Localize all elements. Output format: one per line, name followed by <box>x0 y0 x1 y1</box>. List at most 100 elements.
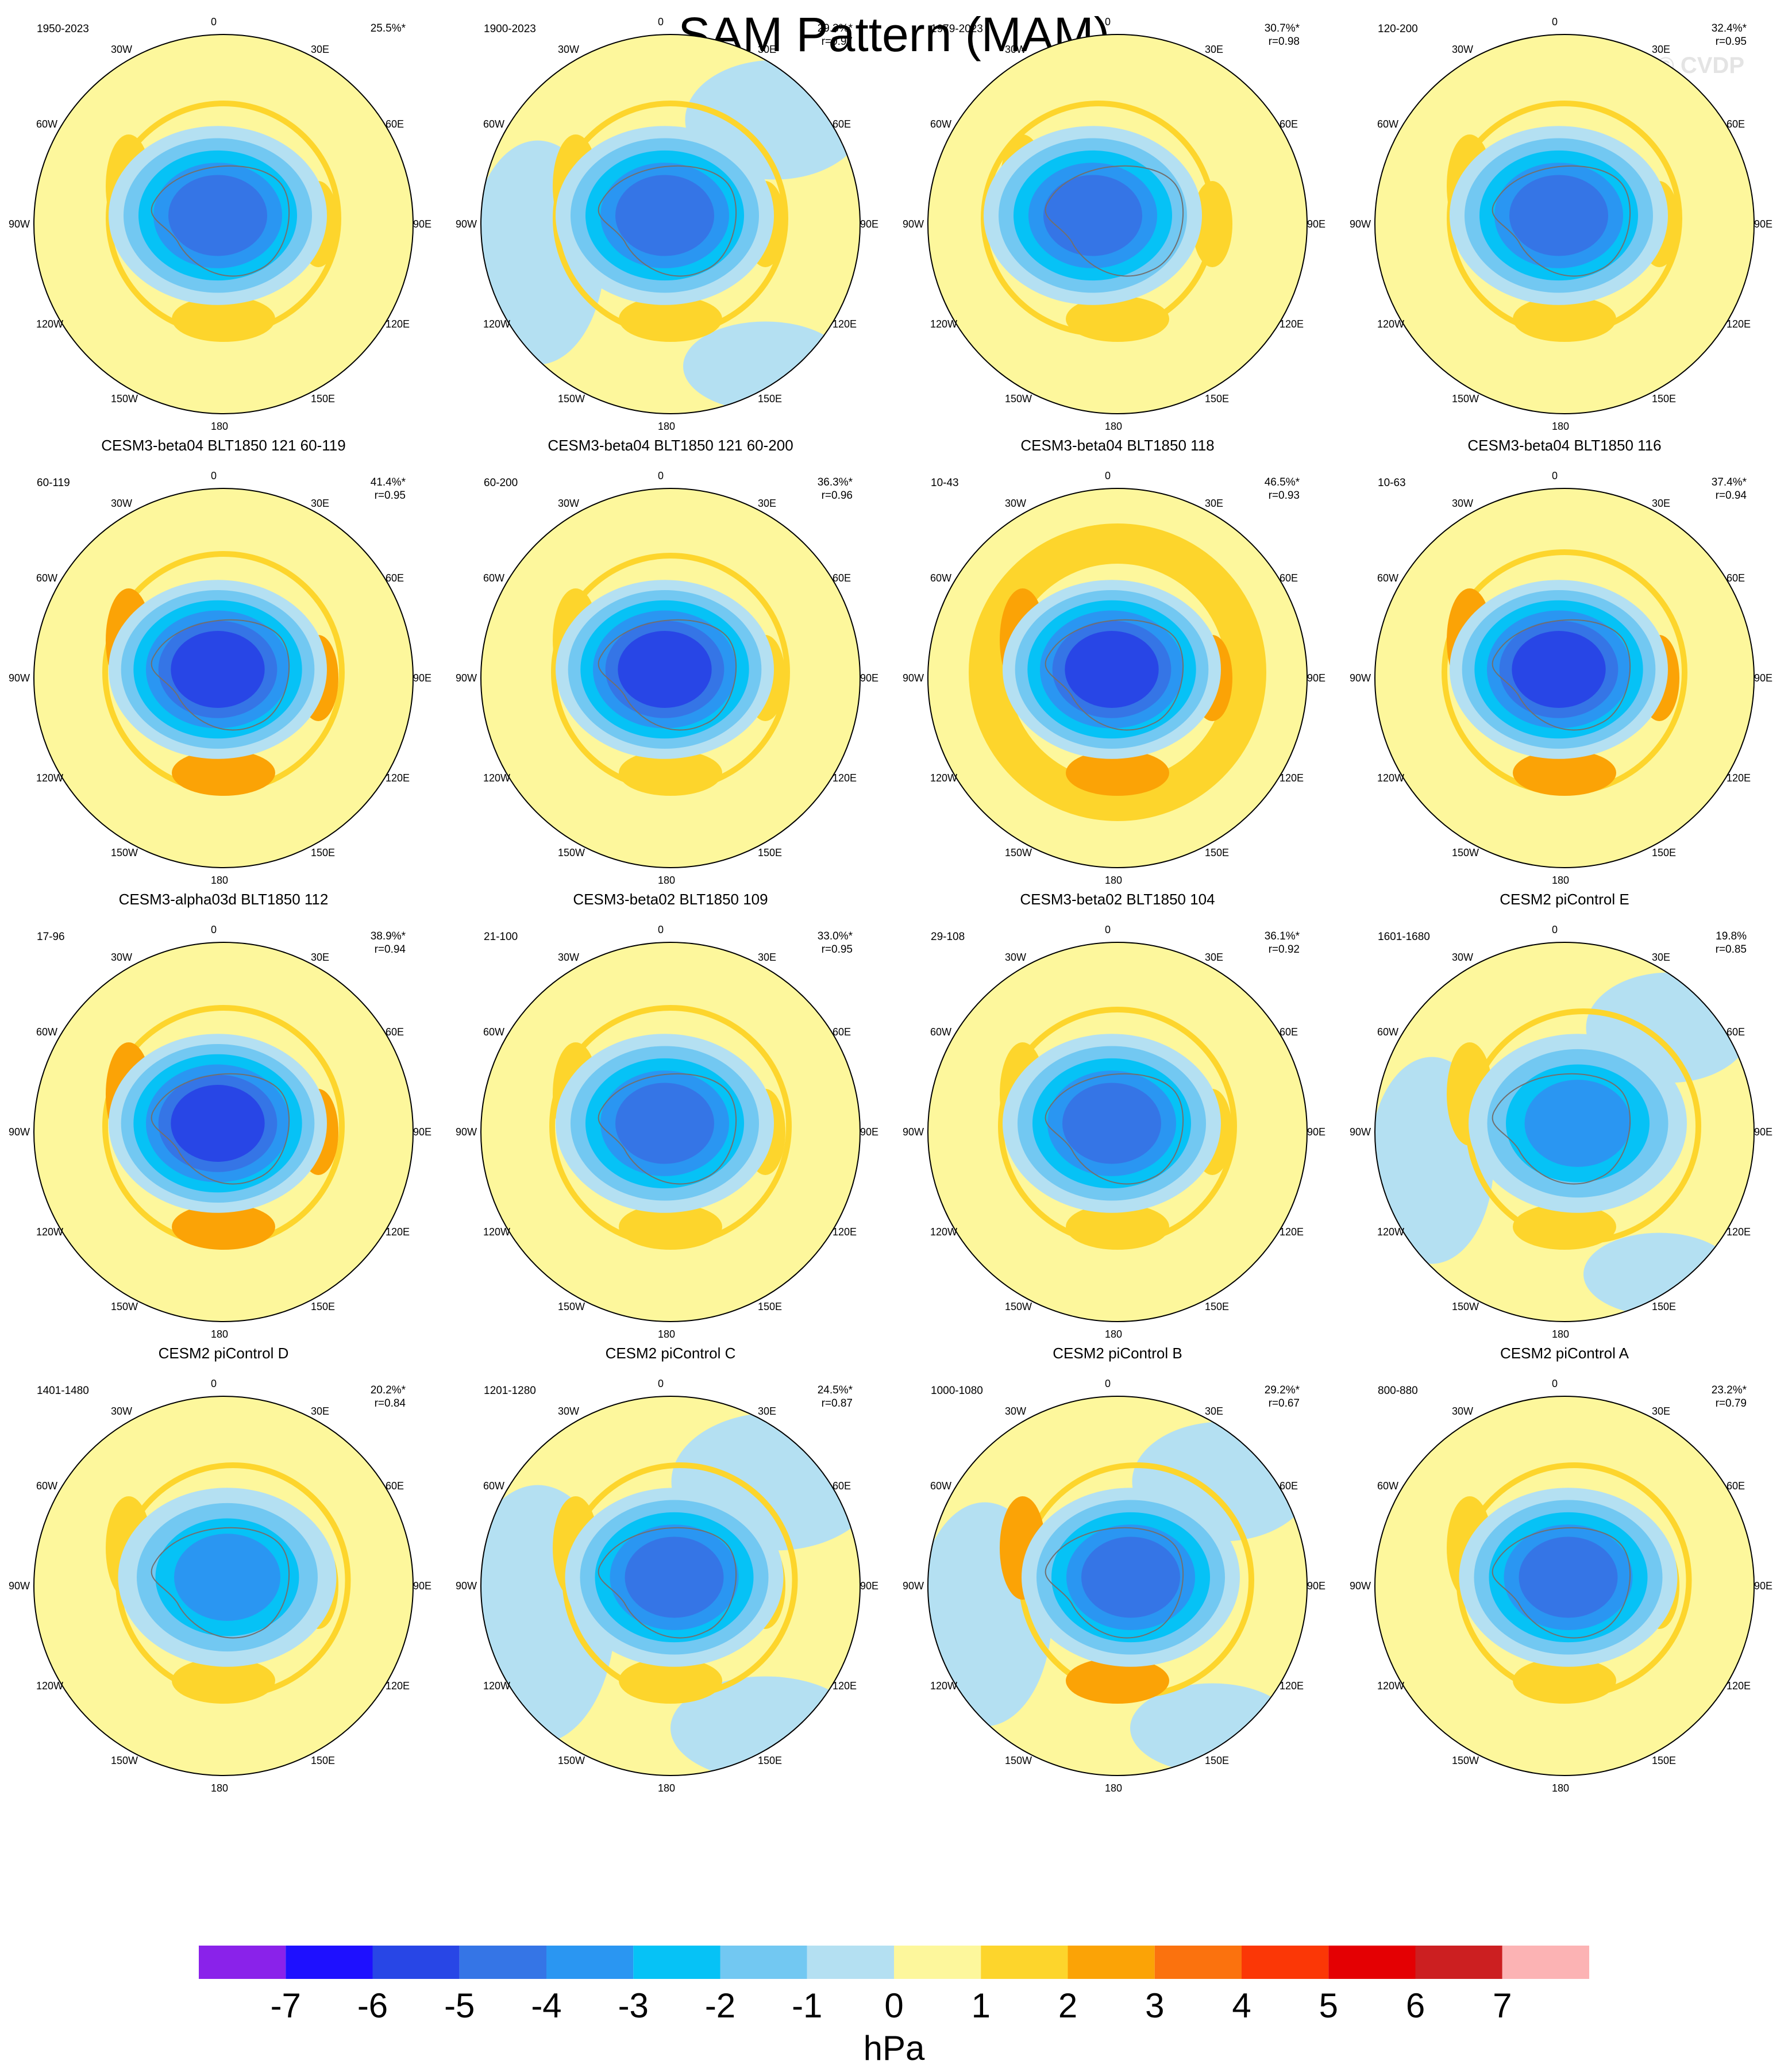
longitude-label: 150W <box>1005 1301 1032 1312</box>
longitude-label: 0 <box>1552 924 1558 935</box>
variance-explained: 36.1%* <box>1264 930 1300 942</box>
panel-period: 10-63 <box>1378 477 1406 489</box>
map-panel: CESM3-beta04 BLT1850 121 60-200 60-200 36.… <box>447 437 894 892</box>
longitude-label: 150W <box>1005 393 1032 405</box>
polar-map <box>927 488 1308 868</box>
panel-variance: 41.4%* r=0.95 <box>371 476 406 502</box>
coastline <box>598 165 737 277</box>
positive-anomaly-lobe <box>619 750 722 796</box>
panel-title: CESM3-alpha03d BLT1850 112 <box>118 891 329 908</box>
longitude-label: 180 <box>658 875 676 886</box>
longitude-label: 30W <box>1452 1405 1474 1417</box>
colorbar-tick-label: 3 <box>1145 1986 1165 2025</box>
longitude-label: 60E <box>833 1480 851 1492</box>
longitude-label: 150W <box>1452 393 1479 405</box>
panel-variance: 29.3%* r=0.97 <box>818 22 853 48</box>
variance-explained: 36.3%* <box>817 476 853 488</box>
longitude-label: 0 <box>211 924 217 935</box>
positive-anomaly-lobe <box>172 1658 275 1704</box>
colorbar-tick-label: 2 <box>1058 1986 1078 2025</box>
colorbar-tick-label: 5 <box>1319 1986 1338 2025</box>
longitude-label: 150E <box>1205 847 1230 858</box>
variance-explained: 20.2%* <box>370 1384 406 1396</box>
polar-map <box>480 1396 861 1776</box>
polar-low-contour <box>1043 175 1142 256</box>
longitude-label: 120E <box>833 772 857 784</box>
polar-low-contour <box>174 1534 280 1621</box>
longitude-label: 150W <box>111 1755 138 1766</box>
polar-low-contour <box>171 1085 265 1162</box>
panel-period: 1950-2023 <box>37 23 89 35</box>
longitude-label: 120W <box>930 772 958 784</box>
pattern-correlation: r=0.79 <box>1715 1397 1747 1409</box>
panel-period: 1601-1680 <box>1378 931 1430 943</box>
longitude-label: 30W <box>111 952 133 963</box>
panel-title: CESM2 piControl E <box>1500 891 1629 908</box>
coastline <box>598 619 737 731</box>
longitude-label: 120E <box>1280 1680 1304 1692</box>
longitude-label: 150W <box>1005 847 1032 858</box>
positive-anomaly-lobe <box>1066 1204 1169 1250</box>
panel-period: 60-119 <box>37 477 70 489</box>
longitude-label: 30W <box>1005 1405 1027 1417</box>
longitude-label: 90E <box>1307 672 1326 684</box>
longitude-label: 60W <box>36 572 58 584</box>
map-panel: CESM3-beta04 BLT1850 121 60-119 60-119 41.… <box>0 437 447 892</box>
colorbar-swatch <box>286 1946 373 1979</box>
longitude-label: 90W <box>903 218 924 230</box>
longitude-label: 0 <box>658 924 664 935</box>
polar-low-contour <box>1509 175 1608 256</box>
longitude-label: 90E <box>1307 1126 1326 1138</box>
pattern-correlation: r=0.67 <box>1268 1397 1300 1409</box>
longitude-label: 120W <box>930 1226 958 1238</box>
colorbar-tick-label: -7 <box>270 1986 301 2025</box>
polar-map <box>480 942 861 1322</box>
longitude-label: 30W <box>111 44 133 55</box>
longitude-label: 60E <box>386 1026 404 1038</box>
colorbar-tick-label: 1 <box>971 1986 991 2025</box>
panel-period: 21-100 <box>484 931 518 943</box>
colorbar-swatch <box>546 1946 634 1979</box>
longitude-label: 60W <box>36 1026 58 1038</box>
colorbar-swatch <box>199 1946 286 1979</box>
longitude-label: 150E <box>1205 1755 1230 1766</box>
pattern-correlation: r=0.95 <box>374 490 406 502</box>
longitude-label: 60E <box>833 572 851 584</box>
longitude-label: 150W <box>111 393 138 405</box>
polar-map <box>33 488 414 868</box>
longitude-label: 30W <box>1452 44 1474 55</box>
longitude-label: 120E <box>1280 772 1304 784</box>
colorbar-swatch <box>1502 1946 1589 1979</box>
longitude-label: 60W <box>1377 1480 1399 1492</box>
longitude-label: 120E <box>1727 318 1751 330</box>
longitude-label: 150E <box>311 393 336 405</box>
variance-explained: 32.4%* <box>1711 22 1747 34</box>
positive-anomaly-lobe <box>1066 296 1169 342</box>
variance-explained: 30.7%* <box>1264 22 1300 34</box>
longitude-label: 90W <box>456 218 477 230</box>
longitude-label: 150W <box>111 847 138 858</box>
longitude-label: 180 <box>1552 1782 1570 1794</box>
longitude-label: 150W <box>111 1301 138 1312</box>
panel-period: 17-96 <box>37 931 65 943</box>
longitude-label: 60W <box>1377 118 1399 130</box>
longitude-label: 90W <box>1350 1580 1371 1592</box>
longitude-label: 180 <box>1105 875 1123 886</box>
longitude-label: 180 <box>1552 421 1570 432</box>
longitude-label: 60W <box>1377 572 1399 584</box>
panel-title: ERA5 <box>0 0 447 1</box>
map-panel: CESM2 piControl C 1201-1280 24.5%* r=0.87 0 3… <box>447 1345 894 1800</box>
colorbar-swatch <box>372 1946 460 1979</box>
coastline <box>1045 619 1184 731</box>
map-border <box>1374 1396 1755 1776</box>
positive-anomaly-lobe <box>1513 1658 1616 1704</box>
longitude-label: 60W <box>483 572 505 584</box>
map-panel: CESM3-beta04 BLT1850 116 10-63 37.4%* r=0.9… <box>1341 437 1788 892</box>
longitude-label: 120W <box>483 318 511 330</box>
longitude-label: 30W <box>1005 44 1027 55</box>
variance-explained: 24.5%* <box>817 1384 853 1396</box>
pattern-correlation: r=0.87 <box>821 1397 853 1409</box>
map-border <box>480 34 861 414</box>
polar-map <box>1374 942 1755 1322</box>
map-border <box>1374 488 1755 868</box>
